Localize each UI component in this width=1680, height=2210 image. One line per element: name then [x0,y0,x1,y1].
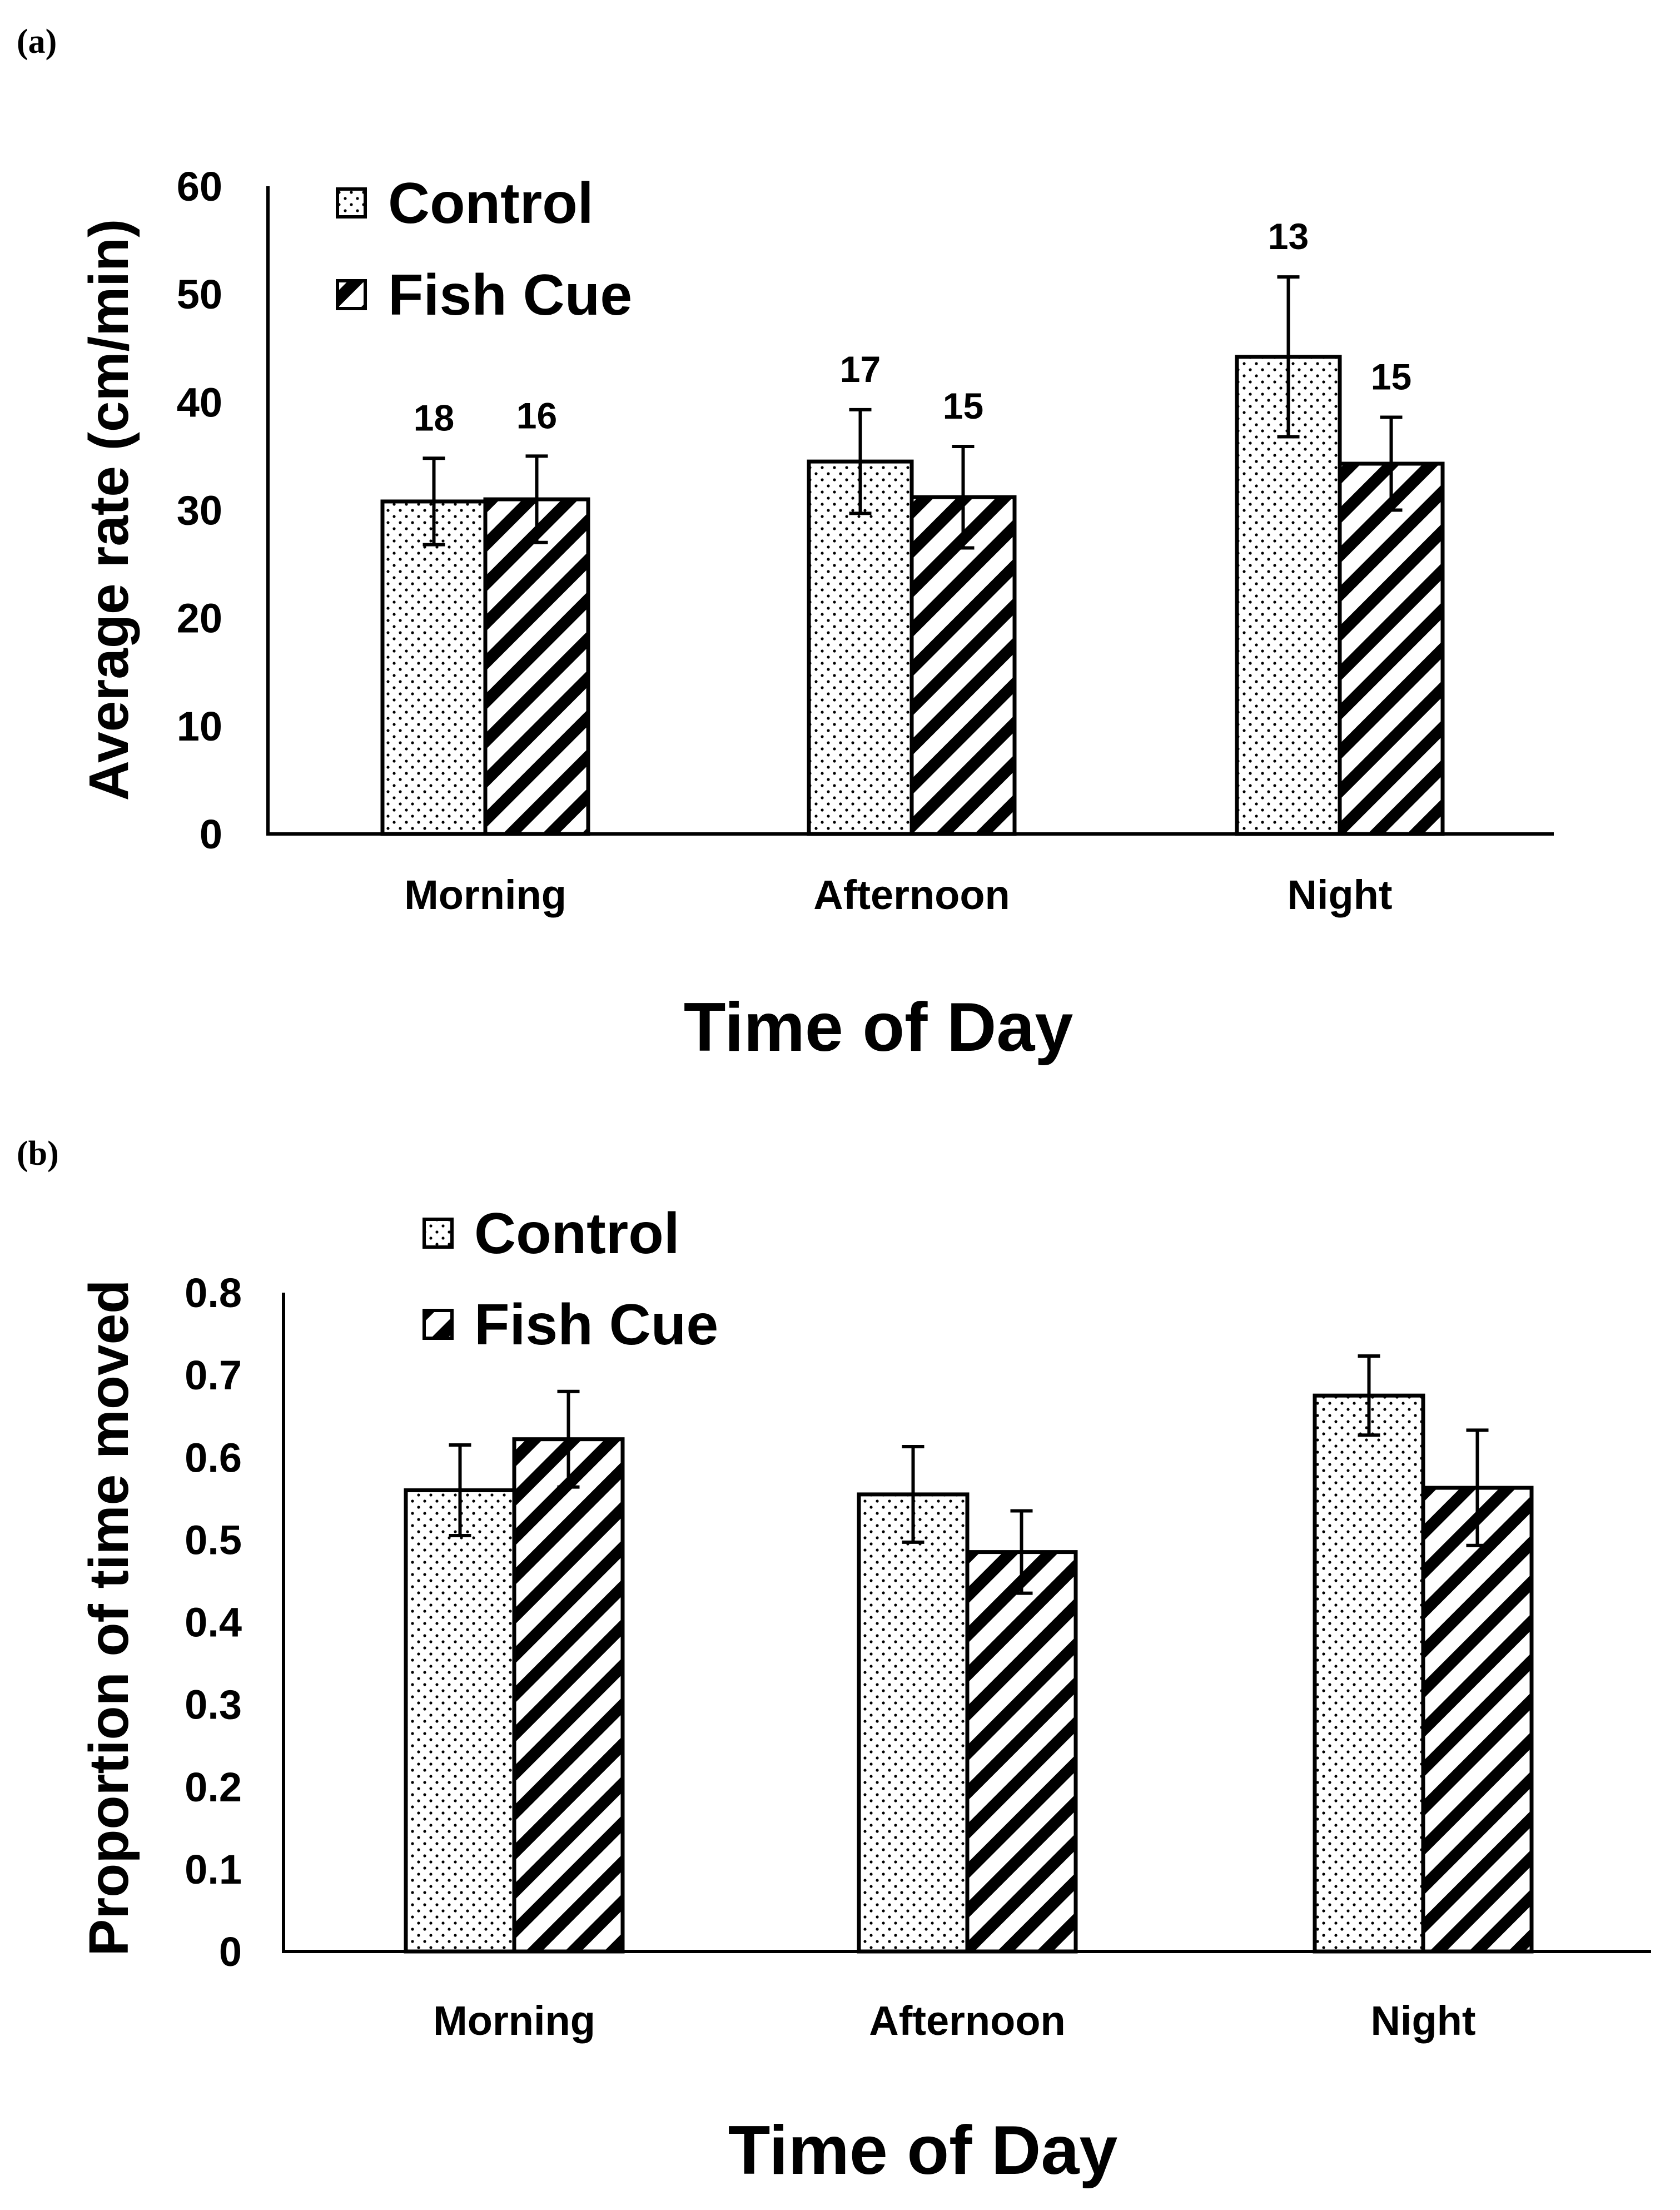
x-tick-label: Afternoon [813,872,1010,918]
legend-swatch-hatch [336,279,367,310]
bar-fish-cue-afternoon [965,1550,1078,1954]
y-tick-label: 30 [177,488,222,534]
chart-a: (a) 0 10 20 30 40 50 60 18 16 Morning 17 15 Afternoon… [17,23,1554,1066]
legend-label: Fish Cue [388,263,632,327]
x-tick-label: Night [1287,872,1392,918]
y-tick-label: 10 [177,703,222,749]
legend: Control Fish Cue [423,1201,718,1357]
y-axis-title: Proportion of time moved [78,1280,140,1956]
y-axis-title: Average rate (cm/min) [78,219,140,801]
x-axis-title: Time of Day [728,2112,1118,2189]
chart-b: (b) 0 0.1 0.2 0.3 0.4 0.5 0.6 0.7 0.8 Morning After… [17,1135,1651,2189]
bar-fish-cue-morning [512,1437,625,1954]
y-tick-label: 0 [200,811,222,857]
y-tick-label: 0.3 [185,1682,242,1728]
sample-size-label: 16 [516,395,557,436]
legend: Control Fish Cue [336,171,632,327]
y-tick-label: 60 [177,163,222,210]
legend-label: Control [474,1201,680,1266]
y-tick-label: 0.6 [185,1434,242,1481]
y-tick-label: 50 [177,271,222,317]
y-tick-label: 0.4 [185,1600,242,1646]
bar-control-afternoon [857,1492,970,1954]
x-tick-label: Afternoon [869,1998,1066,2044]
x-axis-title: Time of Day [684,989,1073,1066]
bar-control-morning [404,1488,516,1954]
legend-label: Fish Cue [474,1293,718,1357]
legend-label: Control [388,171,594,236]
y-tick-label: 20 [177,595,222,642]
sample-size-label: 15 [1371,356,1411,398]
bar-fish-cue-morning [483,497,590,836]
panel-label: (b) [17,1135,59,1173]
bar-control-morning [380,499,488,836]
sample-size-label: 17 [840,349,881,390]
panel-label: (a) [17,23,57,61]
x-tick-label: Morning [433,1998,595,2044]
x-tick-label: Morning [404,872,566,918]
y-tick-label: 40 [177,379,222,425]
legend-swatch-dots [423,1218,454,1249]
y-tick-label: 0.5 [185,1517,242,1563]
y-tick-label: 0 [219,1929,242,1975]
sample-size-label: 13 [1268,216,1309,257]
bar-fish-cue-night [1338,461,1445,836]
x-tick-label: Night [1370,1998,1475,2044]
bar-fish-cue-night [1421,1486,1534,1954]
sample-size-label: 15 [943,385,983,426]
y-tick-label: 0.2 [185,1764,242,1810]
bar-control-night [1313,1393,1425,1954]
legend-swatch-hatch [423,1309,454,1340]
bar-fish-cue-afternoon [909,495,1017,836]
y-tick-label: 0.8 [185,1270,242,1316]
y-tick-label: 0.1 [185,1846,242,1893]
legend-swatch-dots [336,187,367,218]
y-tick-label: 0.7 [185,1352,242,1398]
bar-control-afternoon [807,459,914,836]
sample-size-label: 18 [414,397,454,438]
